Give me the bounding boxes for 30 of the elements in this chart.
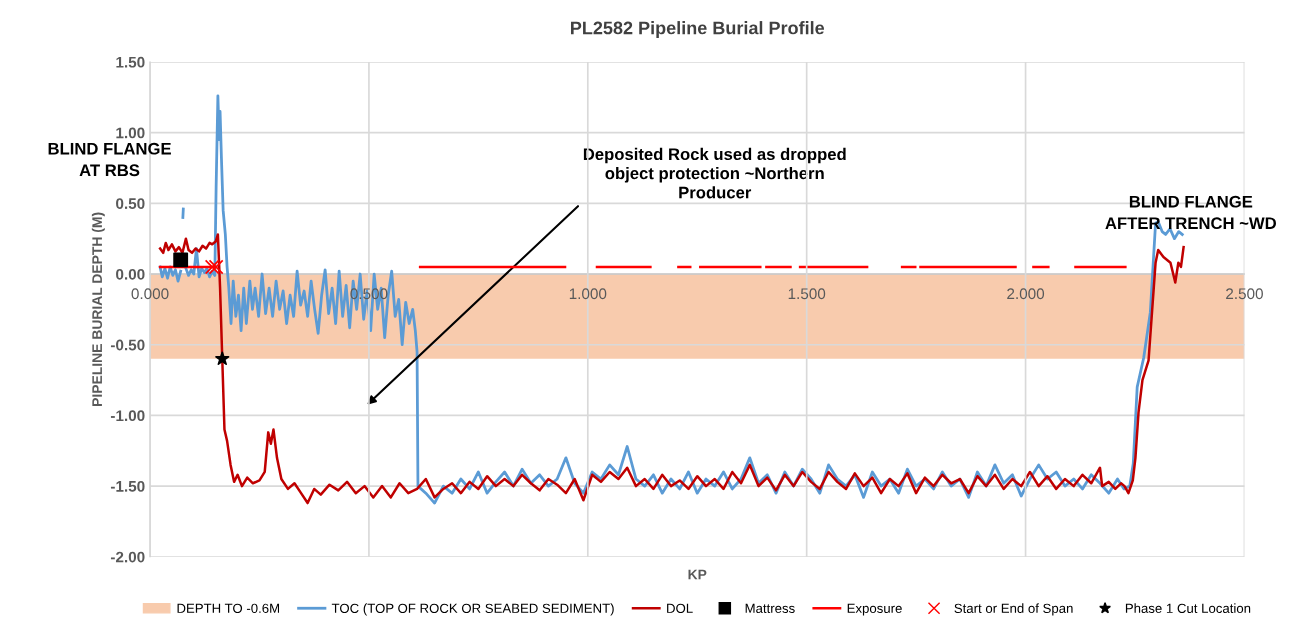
y-axis-title: PIPELINE BURIAL DEPTH (M) xyxy=(91,212,105,406)
legend-label: Mattress xyxy=(745,603,795,613)
point xyxy=(173,252,189,268)
x-tick-label: 2.500 xyxy=(1226,288,1263,300)
legend-label: TOC (TOP OF ROCK OR SEABED SEDIMENT) xyxy=(331,603,614,616)
y-tick-label: -1.00 xyxy=(110,410,145,422)
x-axis-title: KP xyxy=(688,569,707,580)
y-tick-label: 1.00 xyxy=(116,127,145,139)
y-tick-label: 1.50 xyxy=(116,56,145,68)
annotation: BLIND FLANGE AT RBS xyxy=(48,142,171,177)
chart-title: PL2582 Pipeline Burial Profile xyxy=(571,21,825,38)
legend-label: Start or End of Span xyxy=(954,603,1073,616)
x-tick-label: 0.000 xyxy=(131,288,169,300)
point xyxy=(215,351,230,366)
legend-label: Phase 1 Cut Location xyxy=(1125,603,1251,613)
y-tick-label: 0.50 xyxy=(116,198,145,210)
y-tick-label: -0.50 xyxy=(110,339,145,351)
y-tick-label: -2.00 xyxy=(110,551,145,563)
y-tick-label: -1.50 xyxy=(110,480,145,492)
point xyxy=(208,259,224,275)
annotation: BLIND FLANGE AFTER TRENCH ~WD xyxy=(1105,195,1276,230)
legend-label: Exposure xyxy=(847,603,902,616)
y-tick-label: 0.00 xyxy=(116,268,145,280)
legend-label: DOL xyxy=(667,603,693,613)
point xyxy=(204,259,220,275)
x-tick-label: 1.500 xyxy=(788,288,826,300)
x-tick-label: 1.000 xyxy=(569,288,607,300)
annotation: Deposited Rock used as dropped object protection ~Northern Producer xyxy=(583,147,846,199)
legend-label: DEPTH TO -0.6M xyxy=(177,603,280,613)
x-tick-label: 2.000 xyxy=(1007,288,1045,300)
